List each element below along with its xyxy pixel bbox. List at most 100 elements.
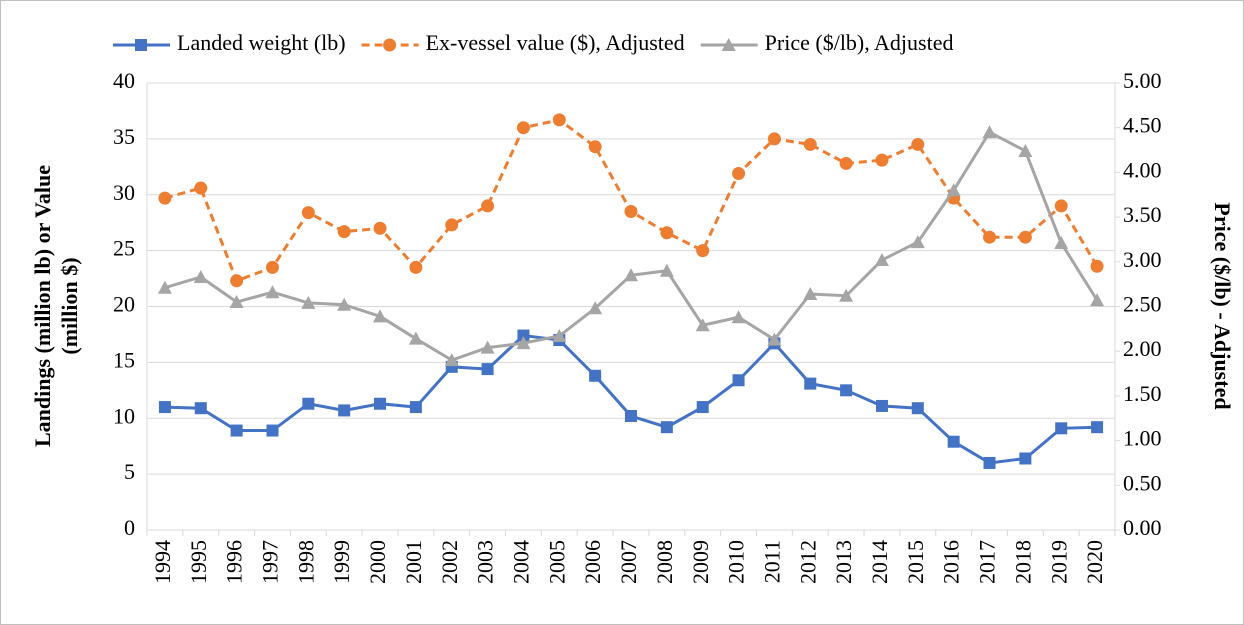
marker: [337, 297, 352, 311]
marker: [193, 269, 208, 283]
marker: [840, 384, 853, 397]
x-tick-label: 2019: [1046, 540, 1071, 584]
legend-marker: [135, 39, 147, 51]
x-tick-label: 2002: [437, 540, 462, 584]
marker: [158, 191, 172, 205]
marker: [659, 263, 674, 277]
marker: [589, 369, 602, 382]
marker: [445, 218, 459, 232]
marker: [911, 137, 925, 151]
marker: [373, 221, 387, 235]
marker: [695, 318, 710, 332]
x-tick-label: 2015: [903, 540, 928, 584]
marker: [481, 199, 495, 213]
marker: [302, 397, 315, 410]
x-tick-label: 2018: [1010, 540, 1035, 584]
marker: [301, 206, 315, 220]
marker: [1018, 143, 1033, 157]
x-tick-label: 2016: [939, 540, 964, 584]
x-tick-label: 1994: [150, 540, 175, 584]
marker: [696, 401, 709, 414]
marker: [982, 125, 997, 139]
y-tick-label: 15: [113, 347, 135, 372]
y2-tick-label: 1.50: [1123, 381, 1162, 406]
marker: [265, 260, 279, 274]
x-tick-label: 1999: [329, 540, 354, 584]
x-tick-label: 2017: [975, 540, 1000, 584]
marker: [660, 421, 673, 434]
marker: [732, 374, 745, 387]
y2-tick-label: 1.00: [1123, 426, 1162, 451]
x-tick-label: 1996: [222, 540, 247, 584]
marker: [266, 424, 279, 437]
marker: [983, 456, 996, 469]
marker: [552, 113, 566, 127]
y2-tick-label: 3.50: [1123, 202, 1162, 227]
marker: [732, 167, 746, 181]
marker: [946, 183, 961, 197]
y2-tick-label: 2.00: [1123, 336, 1162, 361]
marker: [481, 363, 494, 376]
y-tick-label: 40: [113, 68, 135, 93]
marker: [1090, 293, 1105, 307]
y-tick-label: 25: [113, 236, 135, 261]
marker: [1054, 236, 1069, 250]
marker: [552, 329, 567, 343]
y2-axis-label: Price ($/lb) - Adjusted: [1210, 202, 1235, 409]
legend-label: Price ($/lb), Adjusted: [765, 30, 954, 55]
marker: [803, 286, 818, 300]
marker: [1055, 422, 1068, 435]
y2-tick-label: 4.50: [1123, 113, 1162, 138]
x-tick-label: 2006: [580, 540, 605, 584]
x-tick-label: 2012: [795, 540, 820, 584]
x-tick-label: 2009: [688, 540, 713, 584]
marker: [874, 253, 889, 267]
y2-tick-label: 0.00: [1123, 515, 1162, 540]
x-tick-label: 2010: [724, 540, 749, 584]
x-tick-label: 2014: [867, 540, 892, 584]
marker: [1018, 230, 1032, 244]
y2-tick-label: 3.00: [1123, 247, 1162, 272]
marker: [839, 156, 853, 170]
x-tick-label: 2008: [652, 540, 677, 584]
marker: [1091, 421, 1104, 434]
y-tick-label: 20: [113, 292, 135, 317]
marker: [230, 424, 243, 437]
y-tick-label: 30: [113, 180, 135, 205]
y-tick-label: 10: [113, 403, 135, 428]
x-tick-label: 2007: [616, 540, 641, 584]
marker: [767, 132, 781, 146]
x-tick-label: 2000: [365, 540, 390, 584]
marker: [696, 244, 710, 258]
x-tick-label: 2003: [473, 540, 498, 584]
y2-tick-label: 2.50: [1123, 292, 1162, 317]
legend-marker: [383, 38, 397, 52]
y-tick-label: 0: [124, 515, 135, 540]
x-tick-label: 2020: [1082, 540, 1107, 584]
x-tick-label: 2005: [544, 540, 569, 584]
marker: [338, 404, 351, 417]
x-tick-label: 1995: [186, 540, 211, 584]
marker: [624, 205, 638, 219]
marker: [839, 288, 854, 302]
legend-marker: [721, 38, 736, 51]
marker: [875, 153, 889, 167]
marker: [374, 397, 387, 410]
marker: [409, 260, 423, 274]
marker: [158, 401, 171, 414]
marker: [804, 377, 817, 390]
marker: [301, 295, 316, 309]
y2-tick-label: 5.00: [1123, 68, 1162, 93]
marker: [588, 301, 603, 315]
marker: [337, 225, 351, 239]
y-tick-label: 5: [124, 459, 135, 484]
marker: [625, 410, 637, 423]
marker: [803, 137, 817, 151]
marker: [444, 353, 459, 367]
marker: [767, 332, 782, 346]
marker: [265, 285, 280, 299]
marker: [194, 181, 208, 195]
x-tick-label: 2013: [831, 540, 856, 584]
